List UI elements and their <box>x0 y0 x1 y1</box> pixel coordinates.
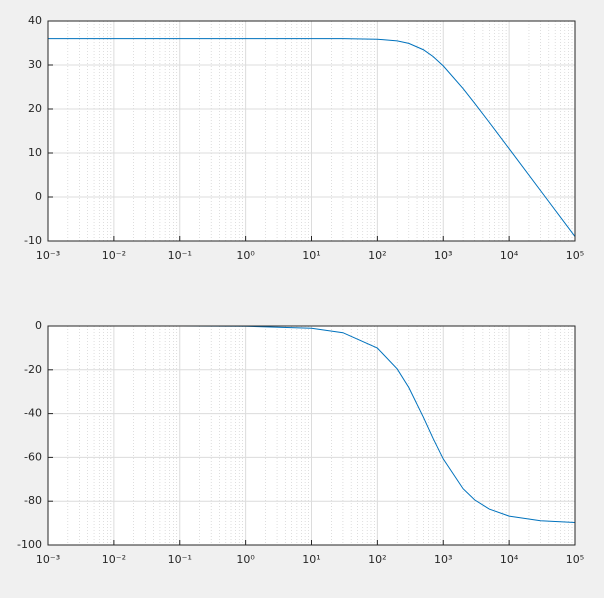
y-tick-label: -60 <box>24 450 42 463</box>
x-tick-label: 10⁰ <box>236 249 255 262</box>
y-tick-label: -40 <box>24 407 42 420</box>
y-tick-label: -20 <box>24 363 42 376</box>
x-tick-label: 10² <box>368 249 386 262</box>
y-tick-label: 0 <box>35 319 42 332</box>
y-tick-label: -100 <box>17 538 42 551</box>
x-tick-label: 10⁴ <box>500 553 519 566</box>
x-tick-label: 10⁻³ <box>36 553 60 566</box>
x-tick-label: 10⁰ <box>236 553 255 566</box>
x-tick-label: 10⁻¹ <box>168 553 192 566</box>
x-tick-label: 10¹ <box>302 553 320 566</box>
y-tick-label: -80 <box>24 494 42 507</box>
x-tick-label: 10⁻¹ <box>168 249 192 262</box>
x-tick-label: 10⁻³ <box>36 249 60 262</box>
x-tick-label: 10³ <box>434 553 452 566</box>
axes-box <box>47 325 576 546</box>
y-tick-label: 30 <box>28 58 42 71</box>
x-tick-label: 10⁻² <box>102 249 126 262</box>
x-tick-label: 10¹ <box>302 249 320 262</box>
x-tick-label: 10³ <box>434 249 452 262</box>
x-tick-label: 10⁴ <box>500 249 519 262</box>
x-tick-label: 10⁵ <box>566 249 584 262</box>
x-tick-label: 10⁵ <box>566 553 584 566</box>
axes-box <box>47 20 576 242</box>
y-tick-label: 40 <box>28 14 42 27</box>
y-tick-label: 20 <box>28 102 42 115</box>
x-tick-label: 10² <box>368 553 386 566</box>
y-tick-label: 10 <box>28 146 42 159</box>
y-tick-label: -10 <box>24 234 42 247</box>
y-tick-label: 0 <box>35 190 42 203</box>
data-line <box>48 38 576 237</box>
x-tick-label: 10⁻² <box>102 553 126 566</box>
